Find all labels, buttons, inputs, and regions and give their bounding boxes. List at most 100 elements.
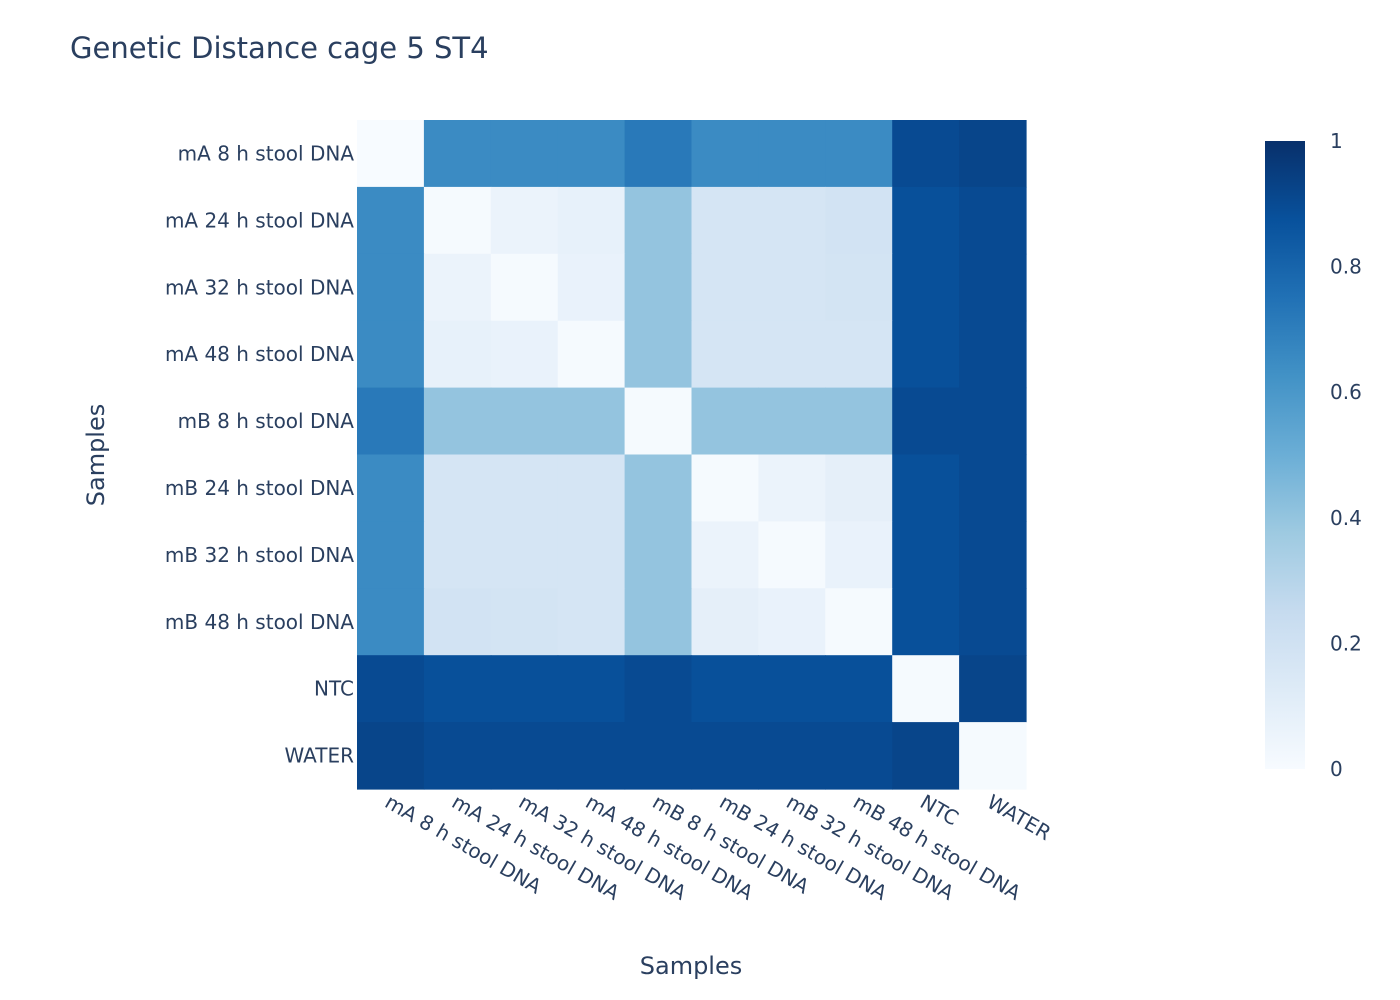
heatmap-cell-mb-8-h-stool-dna-ma-48-h-stool-dna [557,387,626,456]
heatmap-cell-mb-8-h-stool-dna-ma-24-h-stool-dna [423,387,492,456]
heatmap-cell-mb-24-h-stool-dna-mb-48-h-stool-dna [825,454,893,522]
colorbar-tick-label: 0.2 [1330,631,1362,655]
heatmap-cell-mb-32-h-stool-dna-mb-24-h-stool-dna [691,521,759,589]
heatmap-cell-mb-8-h-stool-dna-water [959,387,1027,456]
heatmap-cell-mb-32-h-stool-dna-mb-32-h-stool-dna [758,521,826,589]
y-tick-label: mB 32 h stool DNA [165,543,354,567]
heatmap-cell-mb-8-h-stool-dna-ntc [892,387,960,456]
heatmap-cell-ma-8-h-stool-dna-ma-24-h-stool-dna [423,120,492,188]
heatmap-cell-water-mb-24-h-stool-dna [691,722,759,790]
heatmap-cells [357,120,1027,790]
heatmap-cell-ma-8-h-stool-dna-mb-32-h-stool-dna [758,120,826,188]
heatmap-cell-ma-8-h-stool-dna-ma-48-h-stool-dna [557,120,626,188]
heatmap-cell-ma-32-h-stool-dna-mb-32-h-stool-dna [758,253,826,322]
heatmap-cell-ma-32-h-stool-dna-ntc [892,253,960,322]
heatmap-cell-ma-24-h-stool-dna-mb-32-h-stool-dna [758,186,826,255]
heatmap-cell-mb-32-h-stool-dna-ma-32-h-stool-dna [490,521,559,589]
heatmap-cell-mb-8-h-stool-dna-ma-32-h-stool-dna [490,387,559,456]
heatmap-cell-ntc-mb-8-h-stool-dna [624,655,693,723]
heatmap-cell-mb-24-h-stool-dna-mb-8-h-stool-dna [624,454,693,522]
heatmap-cell-ma-32-h-stool-dna-ma-24-h-stool-dna [423,253,492,322]
heatmap-cell-mb-24-h-stool-dna-water [959,454,1027,522]
heatmap-cell-mb-24-h-stool-dna-ma-8-h-stool-dna [357,454,425,522]
heatmap-cell-ma-8-h-stool-dna-ntc [892,120,960,188]
heatmap-cell-ma-32-h-stool-dna-ma-48-h-stool-dna [557,253,626,322]
heatmap-cell-ntc-ma-24-h-stool-dna [423,655,492,723]
heatmap-cell-mb-32-h-stool-dna-ma-24-h-stool-dna [423,521,492,589]
y-tick-label: mB 24 h stool DNA [165,476,354,500]
heatmap-cell-mb-24-h-stool-dna-mb-24-h-stool-dna [691,454,759,522]
heatmap-cell-mb-24-h-stool-dna-mb-32-h-stool-dna [758,454,826,522]
colorbar-tick-label: 0.8 [1330,255,1362,279]
y-tick-label: mA 24 h stool DNA [165,208,354,232]
heatmap-cell-mb-48-h-stool-dna-water [959,588,1027,656]
heatmap-cell-mb-8-h-stool-dna-mb-32-h-stool-dna [758,387,826,456]
heatmap-cell-ma-32-h-stool-dna-ma-32-h-stool-dna [490,253,559,322]
heatmap-cell-ma-8-h-stool-dna-ma-8-h-stool-dna [357,120,425,188]
heatmap-cell-ma-48-h-stool-dna-ma-48-h-stool-dna [557,320,626,389]
heatmap-cell-ntc-water [959,655,1027,723]
y-tick-labels: mA 8 h stool DNA mA 24 h stool DNA mA 32 h… [165,141,354,767]
heatmap-cell-mb-32-h-stool-dna-mb-8-h-stool-dna [624,521,693,589]
heatmap-cell-mb-48-h-stool-dna-ma-32-h-stool-dna [490,588,559,656]
heatmap-cell-ma-48-h-stool-dna-mb-32-h-stool-dna [758,320,826,389]
heatmap-cell-ma-24-h-stool-dna-ma-24-h-stool-dna [423,186,492,255]
heatmap-cell-water-ntc [892,722,960,790]
y-tick-label: NTC [314,677,354,701]
heatmap-cell-ma-24-h-stool-dna-ma-8-h-stool-dna [357,186,425,255]
heatmap-cell-water-ma-48-h-stool-dna [557,722,626,790]
heatmap-cell-mb-48-h-stool-dna-mb-24-h-stool-dna [691,588,759,656]
x-tick-label: WATER [983,790,1055,846]
heatmap-cell-mb-24-h-stool-dna-ma-24-h-stool-dna [423,454,492,522]
heatmap-cell-ma-8-h-stool-dna-mb-48-h-stool-dna [825,120,893,188]
heatmap-cell-water-ma-24-h-stool-dna [423,722,492,790]
heatmap-cell-ntc-mb-48-h-stool-dna [825,655,893,723]
y-axis-title: Samples [82,404,110,507]
heatmap-cell-mb-24-h-stool-dna-ma-48-h-stool-dna [557,454,626,522]
heatmap-cell-ntc-ma-8-h-stool-dna [357,655,425,723]
heatmap-cell-mb-48-h-stool-dna-mb-48-h-stool-dna [825,588,893,656]
heatmap-cell-mb-32-h-stool-dna-water [959,521,1027,589]
heatmap-cell-ma-24-h-stool-dna-ma-32-h-stool-dna [490,186,559,255]
y-tick-label: mA 48 h stool DNA [165,342,354,366]
heatmap-cell-ma-48-h-stool-dna-mb-48-h-stool-dna [825,320,893,389]
heatmap-cell-ma-8-h-stool-dna-water [959,120,1027,188]
heatmap-cell-ma-48-h-stool-dna-ma-32-h-stool-dna [490,320,559,389]
heatmap-cell-ma-32-h-stool-dna-mb-48-h-stool-dna [825,253,893,322]
heatmap-cell-ma-48-h-stool-dna-ma-24-h-stool-dna [423,320,492,389]
colorbar-tick-label: 0.6 [1330,380,1362,404]
colorbar-tick-label: 0 [1330,757,1343,781]
heatmap-cell-mb-48-h-stool-dna-ma-24-h-stool-dna [423,588,492,656]
heatmap-cell-ntc-mb-32-h-stool-dna [758,655,826,723]
heatmap-cell-mb-48-h-stool-dna-ma-48-h-stool-dna [557,588,626,656]
heatmap-cell-mb-8-h-stool-dna-mb-8-h-stool-dna [624,387,693,456]
heatmap-cell-ma-24-h-stool-dna-mb-24-h-stool-dna [691,186,759,255]
heatmap-cell-ntc-mb-24-h-stool-dna [691,655,759,723]
y-tick-label: mA 8 h stool DNA [178,141,355,165]
heatmap-cell-water-ma-8-h-stool-dna [357,722,425,790]
heatmap-cell-water-mb-48-h-stool-dna [825,722,893,790]
colorbar [1265,141,1305,769]
colorbar-tick-labels: 0 0.2 0.4 0.6 0.8 1 [1330,129,1362,781]
x-axis-title: Samples [640,952,743,980]
heatmap-cell-ma-8-h-stool-dna-mb-8-h-stool-dna [624,120,693,188]
heatmap-cell-ma-32-h-stool-dna-water [959,253,1027,322]
heatmap-cell-mb-8-h-stool-dna-mb-24-h-stool-dna [691,387,759,456]
heatmap-cell-mb-32-h-stool-dna-mb-48-h-stool-dna [825,521,893,589]
colorbar-tick-label: 1 [1330,129,1343,153]
heatmap-cell-ma-32-h-stool-dna-mb-8-h-stool-dna [624,253,693,322]
heatmap-cell-ma-24-h-stool-dna-ma-48-h-stool-dna [557,186,626,255]
heatmap-cell-mb-32-h-stool-dna-ntc [892,521,960,589]
heatmap-cell-mb-48-h-stool-dna-mb-32-h-stool-dna [758,588,826,656]
heatmap-cell-mb-32-h-stool-dna-ma-8-h-stool-dna [357,521,425,589]
heatmap-cell-ma-32-h-stool-dna-mb-24-h-stool-dna [691,253,759,322]
chart-title: Genetic Distance cage 5 ST4 [70,31,489,65]
heatmap-cell-mb-48-h-stool-dna-mb-8-h-stool-dna [624,588,693,656]
heatmap-cell-ma-8-h-stool-dna-ma-32-h-stool-dna [490,120,559,188]
heatmap-cell-water-mb-32-h-stool-dna [758,722,826,790]
heatmap-cell-ma-48-h-stool-dna-mb-24-h-stool-dna [691,320,759,389]
heatmap-cell-ntc-ma-48-h-stool-dna [557,655,626,723]
heatmap-cell-water-water [959,722,1027,790]
heatmap-cell-ma-24-h-stool-dna-mb-8-h-stool-dna [624,186,693,255]
